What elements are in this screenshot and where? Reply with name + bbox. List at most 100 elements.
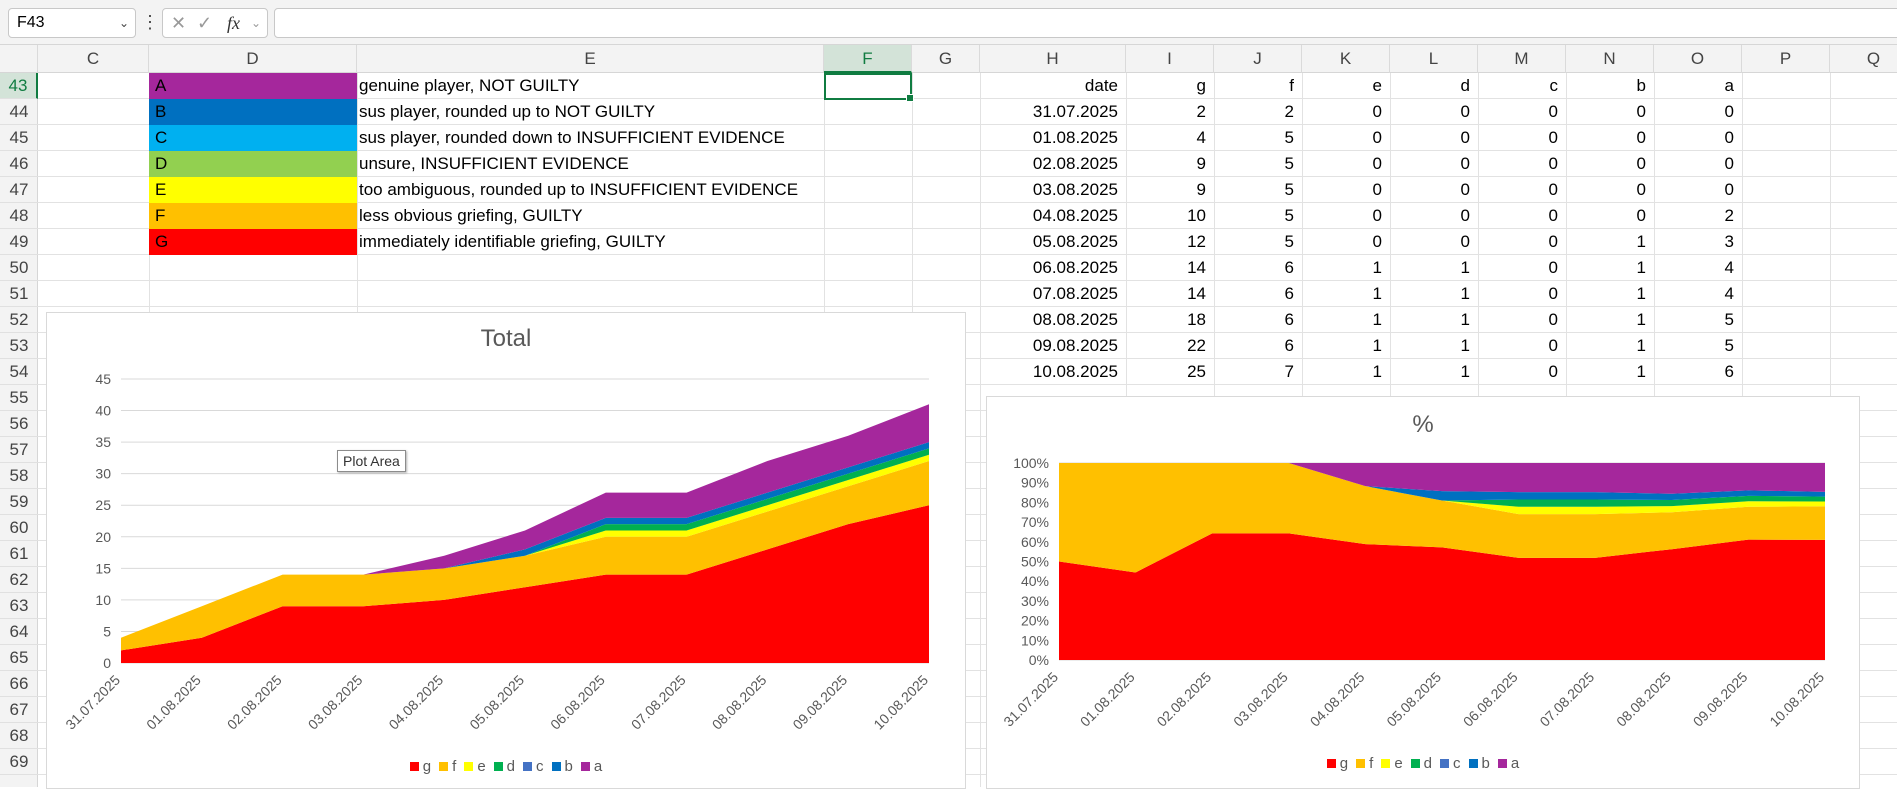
column-header-l[interactable]: L [1390,45,1478,73]
category-swatch-b[interactable]: B [149,99,357,125]
table-cell[interactable]: 02.08.2025 [1032,154,1118,173]
table-cell[interactable]: 05.08.2025 [1032,232,1118,251]
column-header-q[interactable]: Q [1830,45,1897,73]
table-cell[interactable]: 1 [1372,336,1382,355]
category-description[interactable]: too ambiguous, rounded up to INSUFFICIEN… [359,180,799,199]
table-header-cell[interactable]: e [1372,76,1382,95]
table-cell[interactable]: 2 [1284,102,1294,121]
table-cell[interactable]: 5 [1724,336,1734,355]
row-header-57[interactable]: 57 [0,437,38,463]
table-cell[interactable]: 1 [1460,362,1470,381]
area-series-f[interactable] [121,461,929,651]
table-cell[interactable]: 1 [1636,362,1646,381]
table-cell[interactable]: 3 [1724,232,1734,251]
table-cell[interactable]: 1 [1372,284,1382,303]
row-header-54[interactable]: 54 [0,359,38,385]
row-header-58[interactable]: 58 [0,463,38,489]
table-cell[interactable]: 0 [1636,102,1646,121]
row-header-68[interactable]: 68 [0,723,38,749]
table-cell[interactable]: 0 [1372,102,1382,121]
category-description[interactable]: genuine player, NOT GUILTY [359,76,580,95]
confirm-icon[interactable]: ✓ [197,13,213,33]
table-cell[interactable]: 0 [1548,336,1558,355]
row-header-48[interactable]: 48 [0,203,38,229]
table-cell[interactable]: 0 [1636,128,1646,147]
column-header-i[interactable]: I [1126,45,1214,73]
table-cell[interactable]: 6 [1284,284,1294,303]
chart-percent-plot[interactable]: 0% 10% 20% 30% 40% 50% 60% 70% 80% 90% 100% 31.07.2… [987,397,1859,788]
table-cell[interactable]: 0 [1460,206,1470,225]
table-cell[interactable]: 1 [1636,336,1646,355]
category-swatch-d[interactable]: D [149,151,357,177]
table-cell[interactable]: 31.07.2025 [1032,102,1118,121]
table-cell[interactable]: 4 [1724,258,1734,277]
table-cell[interactable]: 0 [1372,154,1382,173]
table-cell[interactable]: 5 [1284,154,1294,173]
table-cell[interactable]: 14 [1187,284,1206,303]
chart-total[interactable]: Total 0 5 10 15 20 25 30 35 40 45 31.07.2025 01.08.… [46,312,966,789]
table-cell[interactable]: 9 [1196,180,1206,199]
table-cell[interactable]: 6 [1284,258,1294,277]
column-header-p[interactable]: P [1742,45,1830,73]
area-series-f[interactable] [1059,463,1825,573]
table-cell[interactable]: 0 [1372,128,1382,147]
column-header-f[interactable]: F [824,45,912,73]
table-cell[interactable]: 08.08.2025 [1032,310,1118,329]
row-header-61[interactable]: 61 [0,541,38,567]
table-cell[interactable]: 0 [1548,154,1558,173]
row-header-67[interactable]: 67 [0,697,38,723]
table-cell[interactable]: 0 [1548,362,1558,381]
table-cell[interactable]: 0 [1460,232,1470,251]
column-header-g[interactable]: G [912,45,980,73]
column-header-c[interactable]: C [38,45,149,73]
legend-item-f[interactable]: f [1356,755,1373,772]
table-cell[interactable]: 1 [1460,310,1470,329]
table-cell[interactable]: 1 [1460,336,1470,355]
table-cell[interactable]: 0 [1548,102,1558,121]
table-cell[interactable]: 1 [1636,258,1646,277]
category-description[interactable]: immediately identifiable griefing, GUILT… [359,232,666,251]
table-cell[interactable]: 1 [1372,362,1382,381]
table-cell[interactable]: 22 [1187,336,1206,355]
select-all-corner[interactable] [0,45,38,73]
legend-item-d[interactable]: d [493,758,515,775]
table-cell[interactable]: 5 [1284,232,1294,251]
row-header-52[interactable]: 52 [0,307,38,333]
column-header-d[interactable]: D [149,45,357,73]
row-header-47[interactable]: 47 [0,177,38,203]
table-cell[interactable]: 10.08.2025 [1032,362,1118,381]
row-header-56[interactable]: 56 [0,411,38,437]
category-description[interactable]: unsure, INSUFFICIENT EVIDENCE [359,154,629,173]
table-cell[interactable]: 6 [1284,310,1294,329]
table-cell[interactable]: 4 [1724,284,1734,303]
chevron-down-icon[interactable]: ⌄ [118,16,129,30]
table-cell[interactable]: 0 [1548,310,1558,329]
legend-item-b[interactable]: b [1468,755,1490,772]
table-cell[interactable]: 10 [1187,206,1206,225]
table-cell[interactable]: 2 [1196,102,1206,121]
table-cell[interactable]: 09.08.2025 [1032,336,1118,355]
table-cell[interactable]: 0 [1724,154,1734,173]
table-cell[interactable]: 5 [1724,310,1734,329]
row-header-59[interactable]: 59 [0,489,38,515]
more-options-icon[interactable]: ⋮ [141,12,159,32]
table-cell[interactable]: 0 [1372,180,1382,199]
category-swatch-c[interactable]: C [149,125,357,151]
chevron-down-icon[interactable]: ⌄ [251,16,262,30]
category-description[interactable]: sus player, rounded down to INSUFFICIENT… [359,128,785,147]
table-header-cell[interactable]: c [1549,76,1559,95]
row-header-69[interactable]: 69 [0,749,38,775]
table-cell[interactable]: 0 [1548,180,1558,199]
row-header-51[interactable]: 51 [0,281,38,307]
legend-item-g[interactable]: g [1326,755,1348,772]
table-header-cell[interactable]: f [1289,76,1294,95]
legend-item-f[interactable]: f [439,758,456,775]
table-cell[interactable]: 0 [1724,102,1734,121]
table-cell[interactable]: 9 [1196,154,1206,173]
cancel-icon[interactable]: ✕ [171,13,187,33]
active-cell-f43[interactable] [824,73,914,102]
table-cell[interactable]: 0 [1548,284,1558,303]
table-cell[interactable]: 01.08.2025 [1032,128,1118,147]
table-header-cell[interactable]: d [1460,76,1470,95]
